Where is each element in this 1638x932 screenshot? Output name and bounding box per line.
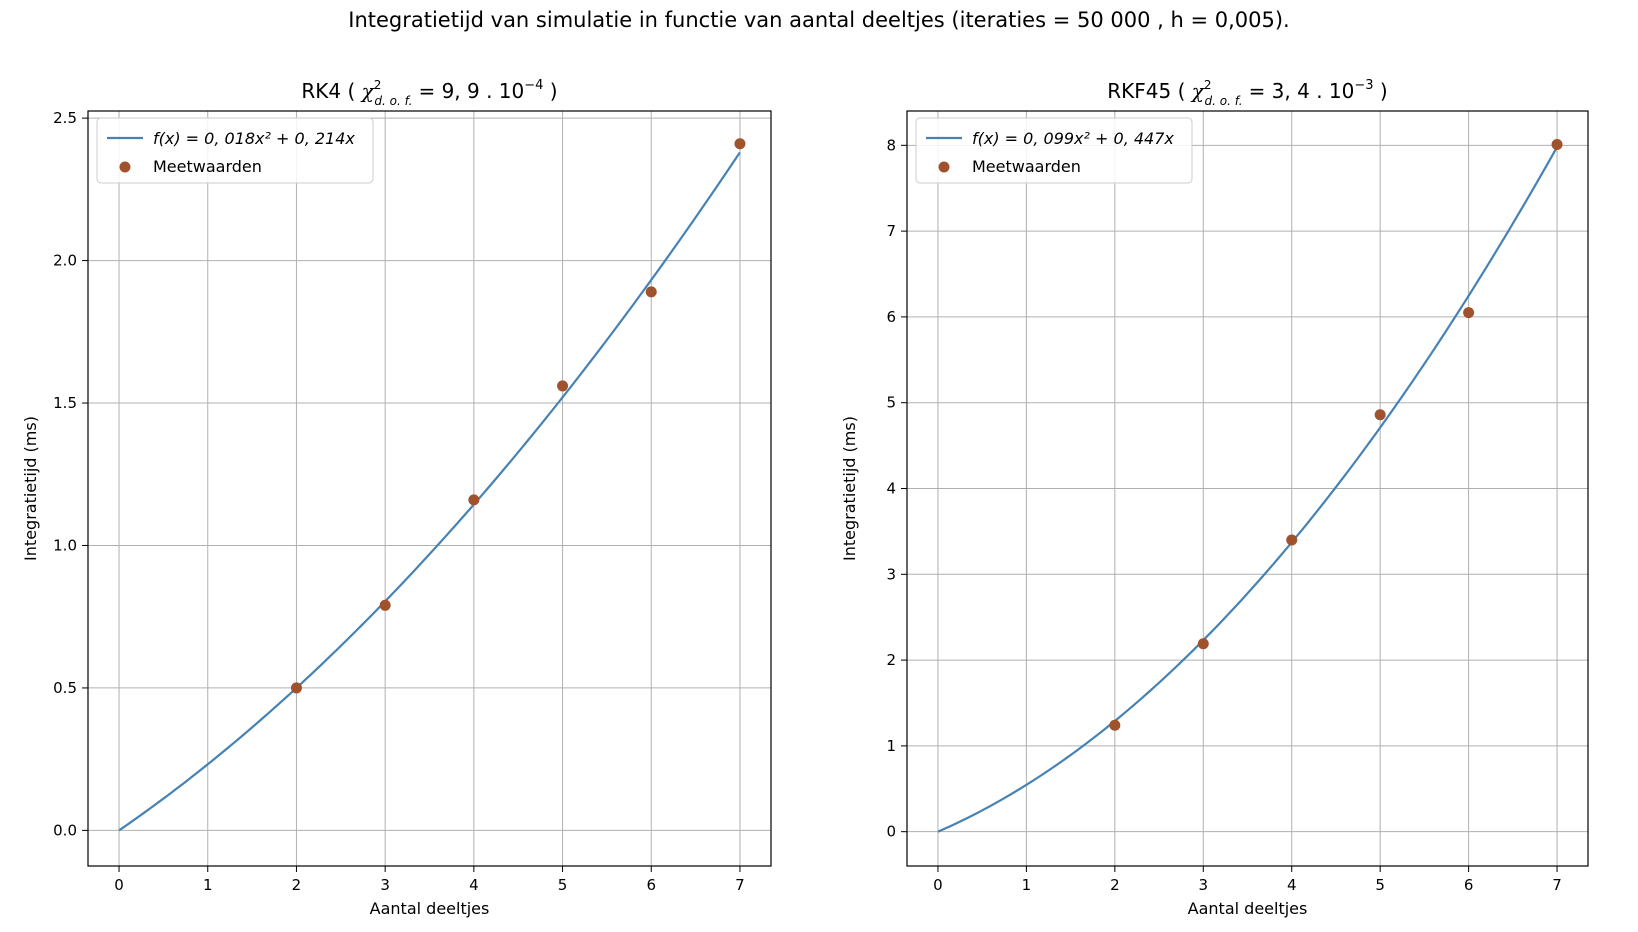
legend-point-swatch — [938, 161, 950, 173]
x-tick-label: 7 — [1552, 876, 1562, 894]
x-tick-label: 4 — [469, 876, 479, 894]
panel-title-part: RKF45 ( — [1107, 79, 1191, 103]
rkf45-panel: 0 1 2 3 4 5 6 7 0 1 2 3 4 5 6 7 8 Aantal deeltjes Integrat… — [840, 78, 1589, 918]
panel-title: RKF45 ( χ2 d. o. f. = 3, 4 . 10−3 ) — [1107, 78, 1387, 108]
x-tick-label: 7 — [735, 876, 745, 894]
measured-point — [290, 682, 302, 694]
legend-box — [96, 117, 374, 184]
x-tick-label: 2 — [1110, 876, 1120, 894]
x-tick-label: 0 — [114, 876, 124, 894]
legend-fit-label: f(x) = 0, 018x² + 0, 214x — [153, 129, 355, 148]
x-tick-label: 3 — [1199, 876, 1209, 894]
x-axis-label: Aantal deeltjes — [370, 899, 490, 918]
legend-fit-label: f(x) = 0, 099x² + 0, 447x — [972, 129, 1174, 148]
x-tick-label: 6 — [1464, 876, 1474, 894]
legend-point-swatch — [119, 161, 131, 173]
legend-series-label: Meetwaarden — [972, 157, 1081, 176]
panel-title-part: χ — [360, 79, 376, 103]
x-tick-label: 4 — [1287, 876, 1297, 894]
y-tick-label: 1.5 — [53, 394, 77, 412]
y-tick-label: 7 — [886, 222, 896, 240]
panel-title-part: −3 — [1354, 78, 1373, 93]
panel-title-part: 2 — [1204, 78, 1212, 92]
figure-suptitle: Integratietijd van simulatie in functie … — [348, 8, 1290, 32]
panel-title-part: RK4 ( — [301, 79, 361, 103]
x-axis-label: Aantal deeltjes — [1188, 899, 1308, 918]
fit-curve — [937, 146, 1559, 833]
axes-frame — [87, 110, 772, 867]
y-tick-label: 0.0 — [53, 821, 77, 839]
measured-point — [557, 380, 569, 392]
y-tick-label: 8 — [886, 136, 896, 154]
x-tick-label: 6 — [646, 876, 656, 894]
x-tick-label: 5 — [558, 876, 568, 894]
x-tick-label: 1 — [203, 876, 213, 894]
legend-box — [915, 117, 1193, 184]
measured-point — [1463, 307, 1475, 319]
measured-point — [1286, 534, 1298, 546]
fit-curve — [118, 151, 741, 832]
legend-series-label: Meetwaarden — [153, 157, 262, 176]
y-tick-label: 6 — [886, 308, 896, 326]
measured-point — [379, 599, 391, 611]
panel-title-part: −4 — [524, 78, 543, 93]
measured-point — [1197, 638, 1209, 650]
panel-title: RK4 ( χ2 d. o. f. = 9, 9 . 10−4 ) — [301, 78, 557, 108]
measured-point — [1551, 138, 1563, 150]
y-tick-label: 0 — [886, 823, 896, 841]
y-tick-label: 0.5 — [53, 679, 77, 697]
x-tick-label: 0 — [933, 876, 943, 894]
y-tick-label: 2.0 — [53, 252, 77, 270]
panel-title-part: = 9, 9 . 10 — [418, 79, 524, 103]
panel-title-part: d. o. f. — [1205, 94, 1243, 108]
measured-point — [1374, 409, 1386, 421]
x-tick-label: 3 — [380, 876, 390, 894]
y-axis-label: Integratietijd (ms) — [840, 416, 859, 561]
y-tick-label: 5 — [886, 394, 896, 412]
y-tick-label: 1.0 — [53, 536, 77, 554]
measured-point — [1109, 719, 1121, 731]
x-tick-label: 1 — [1022, 876, 1032, 894]
y-tick-label: 2 — [886, 651, 896, 669]
rk4-panel: 0 1 2 3 4 5 6 7 0.0 0.5 1.0 1.5 2.0 2.5 Aantal deeltje… — [21, 78, 772, 918]
y-tick-label: 3 — [886, 565, 896, 583]
y-tick-label: 2.5 — [53, 109, 77, 127]
y-tick-label: 4 — [886, 480, 896, 498]
y-tick-label: 1 — [886, 737, 896, 755]
measured-point — [734, 138, 746, 150]
panel-title-part: ) — [543, 79, 557, 103]
x-tick-label: 5 — [1375, 876, 1385, 894]
panel-title-part: = 3, 4 . 10 — [1249, 79, 1355, 103]
panel-title-part: d. o. f. — [374, 94, 412, 108]
panel-title-part: 2 — [374, 78, 382, 92]
panel-title-part: ) — [1374, 79, 1388, 103]
measured-point — [645, 286, 657, 298]
panel-title-part: χ — [1190, 79, 1206, 103]
y-axis-label: Integratietijd (ms) — [21, 416, 40, 561]
x-tick-label: 2 — [292, 876, 302, 894]
measured-point — [468, 494, 480, 506]
